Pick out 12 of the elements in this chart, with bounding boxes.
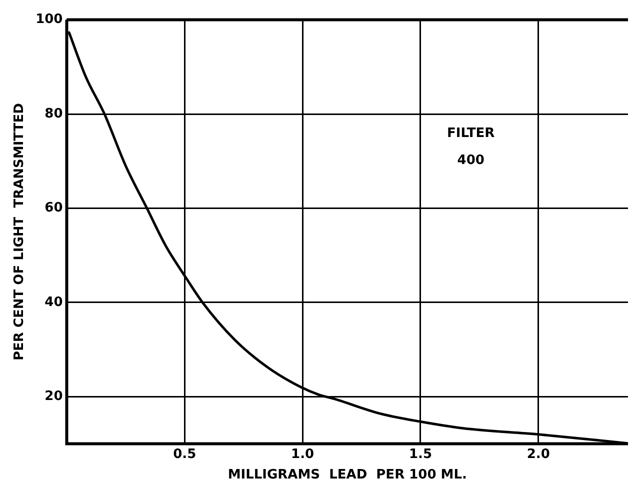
y-tick-label: 100 <box>36 12 63 28</box>
y-tick-label: 80 <box>44 106 63 122</box>
x-tick-label: 0.5 <box>173 446 196 462</box>
x-tick-label: 1.5 <box>408 446 432 462</box>
y-tick-label: 40 <box>44 294 63 310</box>
x-tick-label: 1.0 <box>291 446 314 462</box>
x-tick-label: 2.0 <box>526 446 550 462</box>
y-tick-label: 60 <box>44 200 63 216</box>
annotation: FILTER 400 <box>447 126 495 168</box>
x-axis-title: MILLIGRAMS LEAD PER 100 ML. <box>228 468 467 483</box>
y-tick-label: 20 <box>44 389 63 404</box>
y-axis-title: PER CENT OF LIGHT TRANSMITTED <box>12 102 28 360</box>
